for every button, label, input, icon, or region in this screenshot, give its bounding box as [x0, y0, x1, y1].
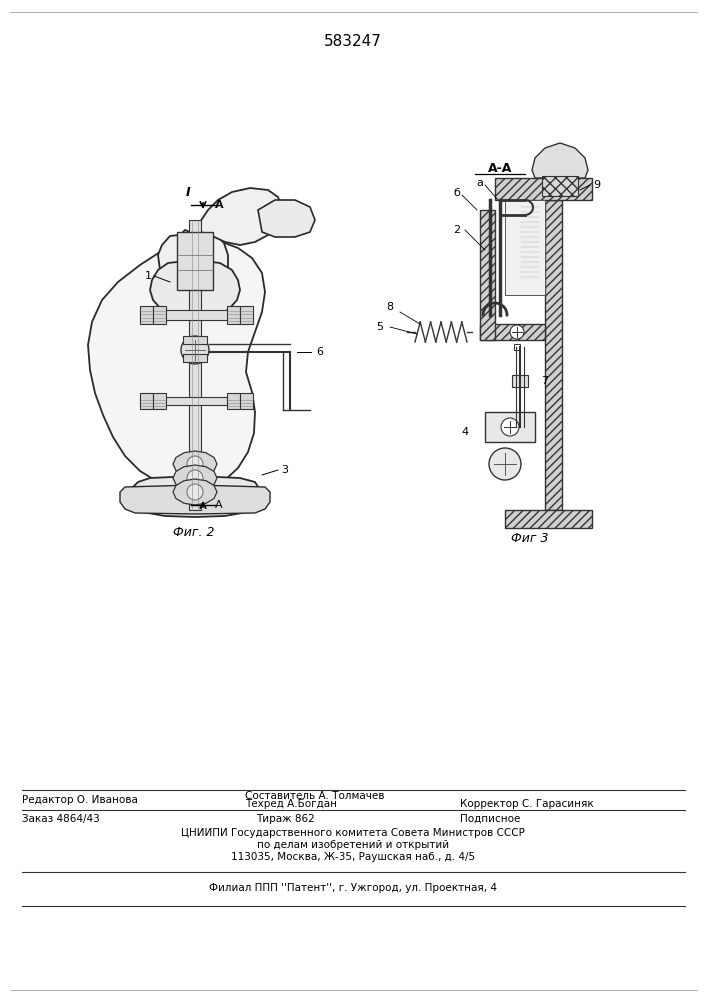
Bar: [545, 200, 562, 510]
Bar: [505, 200, 545, 295]
Text: по делам изобретений и открытий: по делам изобретений и открытий: [257, 840, 449, 850]
Text: Составитель А. Толмачев: Составитель А. Толмачев: [245, 791, 385, 801]
Polygon shape: [173, 451, 217, 477]
Polygon shape: [532, 143, 588, 178]
Polygon shape: [173, 465, 217, 491]
Text: 583247: 583247: [324, 34, 382, 49]
Bar: [153, 393, 166, 409]
Circle shape: [489, 448, 521, 480]
Bar: [140, 306, 153, 324]
Text: 3: 3: [281, 465, 288, 475]
Polygon shape: [120, 485, 270, 514]
Polygon shape: [150, 260, 240, 317]
Text: Фиг. 2: Фиг. 2: [173, 526, 215, 540]
Bar: [542, 176, 578, 196]
Text: 5: 5: [377, 322, 383, 332]
Text: 8: 8: [387, 302, 394, 312]
Text: 9: 9: [593, 180, 600, 190]
Text: Фиг 3: Фиг 3: [511, 532, 549, 544]
Text: 113035, Москва, Ж-35, Раушская наб., д. 4/5: 113035, Москва, Ж-35, Раушская наб., д. …: [231, 852, 475, 862]
Polygon shape: [173, 479, 217, 505]
Text: Филиал ППП ''Патент'', г. Ужгород, ул. Проектная, 4: Филиал ППП ''Патент'', г. Ужгород, ул. П…: [209, 883, 497, 893]
Polygon shape: [258, 200, 315, 237]
Bar: [240, 393, 253, 409]
Circle shape: [187, 484, 203, 500]
Bar: [227, 393, 240, 409]
Polygon shape: [158, 232, 228, 290]
Text: A: A: [215, 500, 223, 510]
Text: б: б: [454, 188, 460, 198]
Text: Тираж 862: Тираж 862: [256, 814, 315, 824]
Text: Редактор О. Иванова: Редактор О. Иванова: [22, 795, 138, 805]
Text: Заказ 4864/43: Заказ 4864/43: [22, 814, 100, 824]
Text: 6: 6: [317, 347, 324, 357]
Bar: [153, 306, 166, 324]
Text: Техред А.Богдан: Техред А.Богдан: [245, 799, 337, 809]
Polygon shape: [130, 476, 260, 517]
Bar: [240, 306, 253, 324]
Circle shape: [187, 456, 203, 472]
Circle shape: [510, 325, 524, 339]
Text: 7: 7: [542, 376, 549, 386]
Bar: [177, 232, 213, 290]
Text: 1: 1: [144, 271, 151, 281]
Bar: [495, 178, 592, 200]
Text: I: I: [186, 186, 190, 198]
Bar: [140, 310, 250, 320]
Polygon shape: [195, 188, 282, 245]
Text: 2: 2: [453, 225, 460, 235]
Bar: [485, 412, 535, 442]
Bar: [140, 397, 250, 405]
Circle shape: [187, 470, 203, 486]
Bar: [505, 510, 592, 528]
Bar: [227, 306, 240, 324]
Bar: [189, 220, 201, 510]
Bar: [480, 210, 495, 340]
Text: ЦНИИПИ Государственного комитета Совета Министров СССР: ЦНИИПИ Государственного комитета Совета …: [181, 828, 525, 838]
Polygon shape: [88, 230, 265, 490]
Bar: [520, 200, 540, 280]
Text: Подписное: Подписное: [460, 814, 520, 824]
Bar: [183, 354, 207, 362]
Bar: [512, 375, 528, 387]
Bar: [480, 324, 545, 340]
Circle shape: [501, 418, 519, 436]
Bar: [140, 393, 153, 409]
Text: а: а: [477, 178, 484, 188]
Text: Корректор С. Гарасиняк: Корректор С. Гарасиняк: [460, 799, 594, 809]
Circle shape: [181, 336, 209, 364]
Text: 4: 4: [462, 427, 469, 437]
Bar: [514, 344, 520, 350]
Text: A: A: [215, 200, 223, 210]
Bar: [183, 336, 207, 344]
Text: А-А: А-А: [488, 161, 512, 174]
